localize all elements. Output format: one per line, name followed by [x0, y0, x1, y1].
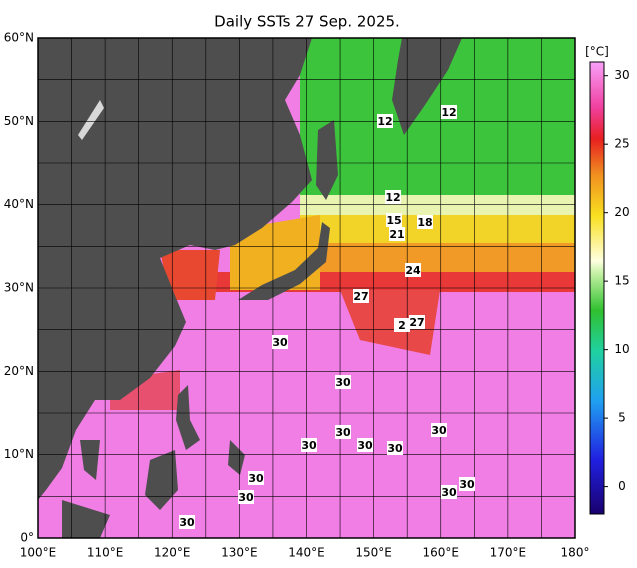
lat-tick-label: 0° — [20, 531, 34, 545]
lon-tick-label: 120°E — [154, 546, 191, 560]
lon-tick-label: 150°E — [355, 546, 392, 560]
contour-label-box — [441, 105, 457, 119]
contour-label: 18 — [417, 216, 432, 229]
contour-label-box — [386, 213, 402, 227]
contour-label: 27 — [353, 290, 368, 303]
lat-tick-label: 10°N — [4, 447, 34, 461]
lat-tick-label: 60°N — [4, 31, 34, 45]
colorbar-tick-label: 20 — [614, 205, 629, 219]
colorbar — [589, 61, 605, 515]
lon-tick-label: 180° — [561, 546, 590, 560]
contour-label-box — [335, 425, 351, 439]
contour-label-box — [405, 263, 421, 277]
lon-tick-label: 100°E — [20, 546, 57, 560]
lon-tick-label: 140°E — [288, 546, 325, 560]
contour-label: 30 — [272, 336, 288, 349]
lon-tick-label: 110°E — [87, 546, 124, 560]
contour-label: 30 — [459, 478, 475, 491]
colorbar-tick-label: 15 — [614, 274, 629, 288]
colorbar-tick-label: 10 — [614, 342, 629, 356]
contour-label-box — [394, 318, 410, 332]
contour-label: 30 — [301, 439, 317, 452]
contour-label-box — [377, 114, 393, 128]
contour-label: 30 — [335, 376, 351, 389]
contour-label: 12 — [441, 106, 456, 119]
contour-label: 30 — [431, 424, 447, 437]
contour-label-box — [272, 335, 288, 349]
contour-label: 30 — [335, 426, 351, 439]
contour-label: 21 — [389, 228, 404, 241]
contour-label: 30 — [387, 442, 403, 455]
contour-label-box — [357, 438, 373, 452]
contour-label: 2 — [398, 319, 406, 332]
contour-label: 12 — [377, 115, 392, 128]
contour-label-box — [431, 423, 447, 437]
contour-label: 27 — [409, 316, 424, 329]
lon-tick-label: 130°E — [221, 546, 258, 560]
map-title: Daily SSTs 27 Sep. 2025. — [214, 13, 400, 31]
contour-label: 30 — [248, 472, 264, 485]
lat-tick-label: 30°N — [4, 281, 34, 295]
contour-label-box — [387, 441, 403, 455]
contour-label: 15 — [386, 214, 401, 227]
contour-label-box — [385, 190, 401, 204]
contour-label: 30 — [238, 491, 254, 504]
colorbar-label: [°C] — [585, 45, 609, 59]
lat-tick-label: 50°N — [4, 114, 34, 128]
contour-label-box — [335, 375, 351, 389]
lat-tick-label: 40°N — [4, 197, 34, 211]
lon-tick-label: 160°E — [423, 546, 460, 560]
colorbar-tick-label: 25 — [614, 137, 629, 151]
contour-label: 24 — [405, 264, 421, 277]
colorbar-tick-label: 5 — [618, 411, 626, 425]
contour-label-box — [459, 477, 475, 491]
contour-label: 30 — [179, 516, 195, 529]
contour-label: 30 — [441, 486, 457, 499]
contour-label-box — [179, 515, 195, 529]
graticule — [37, 37, 576, 539]
contour-label-box — [248, 471, 264, 485]
contour-label-box — [409, 315, 425, 329]
colorbar-tick-label: 30 — [614, 68, 629, 82]
contour-label-box — [301, 438, 317, 452]
contour-label: 30 — [357, 439, 373, 452]
contour-label-box — [417, 215, 433, 229]
contour-label-box — [441, 485, 457, 499]
colorbar-tick-label: 0 — [618, 479, 626, 493]
lat-tick-label: 20°N — [4, 364, 34, 378]
contour-label-box — [389, 227, 405, 241]
contour-label: 12 — [385, 191, 400, 204]
contour-label-box — [353, 289, 369, 303]
contour-label-box — [238, 490, 254, 504]
lon-tick-label: 170°E — [490, 546, 527, 560]
map-frame — [37, 37, 576, 539]
